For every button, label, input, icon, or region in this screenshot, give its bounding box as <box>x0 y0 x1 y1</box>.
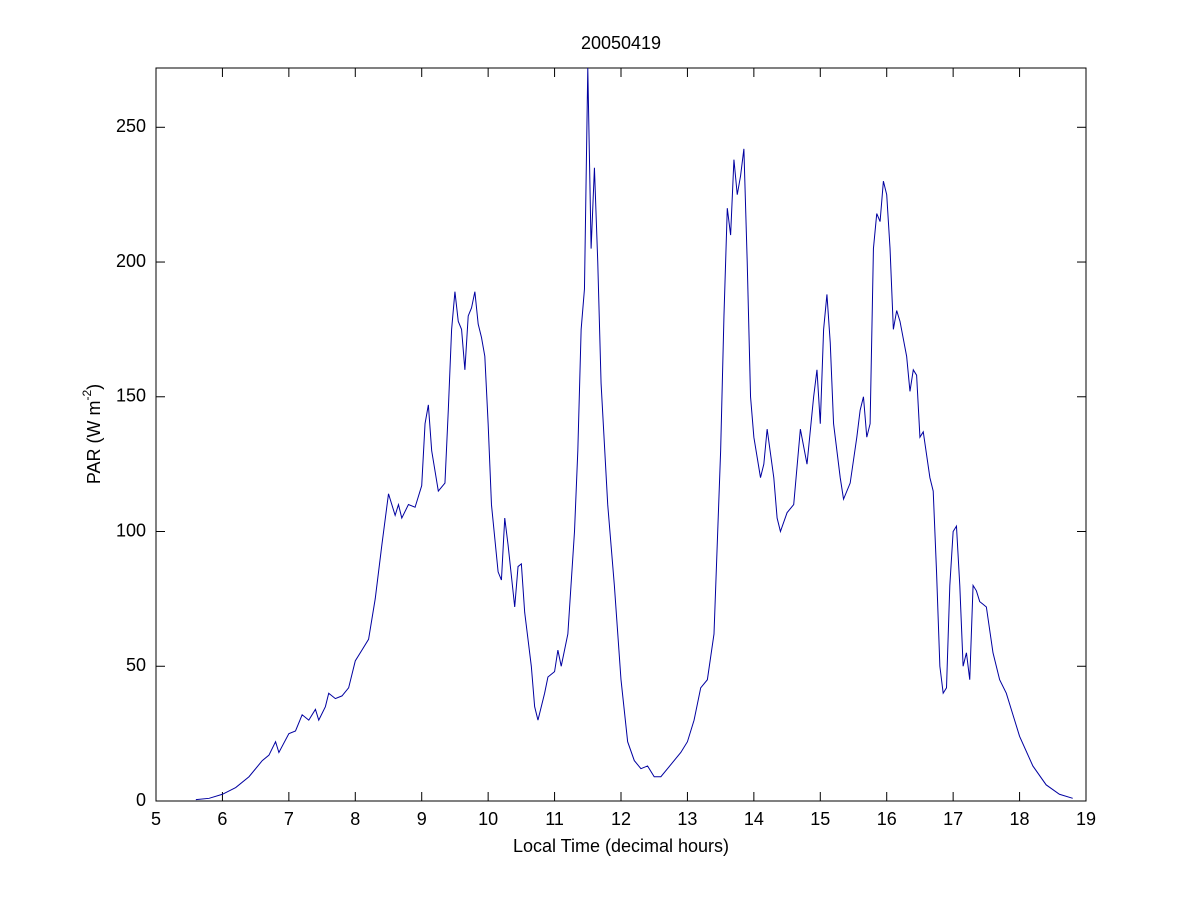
x-tick-label: 5 <box>151 809 161 829</box>
x-tick-label: 19 <box>1076 809 1096 829</box>
x-tick-label: 14 <box>744 809 764 829</box>
x-tick-label: 16 <box>877 809 897 829</box>
x-tick-label: 15 <box>810 809 830 829</box>
x-tick-label: 8 <box>350 809 360 829</box>
x-tick-label: 6 <box>217 809 227 829</box>
y-tick-label: 150 <box>116 386 146 406</box>
y-tick-label: 250 <box>116 116 146 136</box>
y-axis-label: PAR (W m-2) <box>80 384 104 484</box>
y-axis-label-superscript: -2 <box>80 390 94 401</box>
y-axis-label-suffix: ) <box>84 384 104 390</box>
x-tick-label: 7 <box>284 809 294 829</box>
y-tick-label: 50 <box>126 655 146 675</box>
x-tick-label: 13 <box>677 809 697 829</box>
x-axis-label: Local Time (decimal hours) <box>513 836 729 856</box>
x-tick-label: 10 <box>478 809 498 829</box>
y-tick-label: 100 <box>116 520 146 540</box>
y-tick-label: 0 <box>136 790 146 810</box>
x-tick-label: 18 <box>1010 809 1030 829</box>
x-tick-label: 9 <box>417 809 427 829</box>
y-tick-label: 200 <box>116 251 146 271</box>
x-tick-label: 17 <box>943 809 963 829</box>
x-tick-label: 11 <box>545 809 564 829</box>
x-tick-label: 12 <box>611 809 631 829</box>
data-line <box>195 67 1073 801</box>
chart-title: 20050419 <box>581 33 661 53</box>
y-axis-label-text: PAR (W m <box>84 401 104 485</box>
